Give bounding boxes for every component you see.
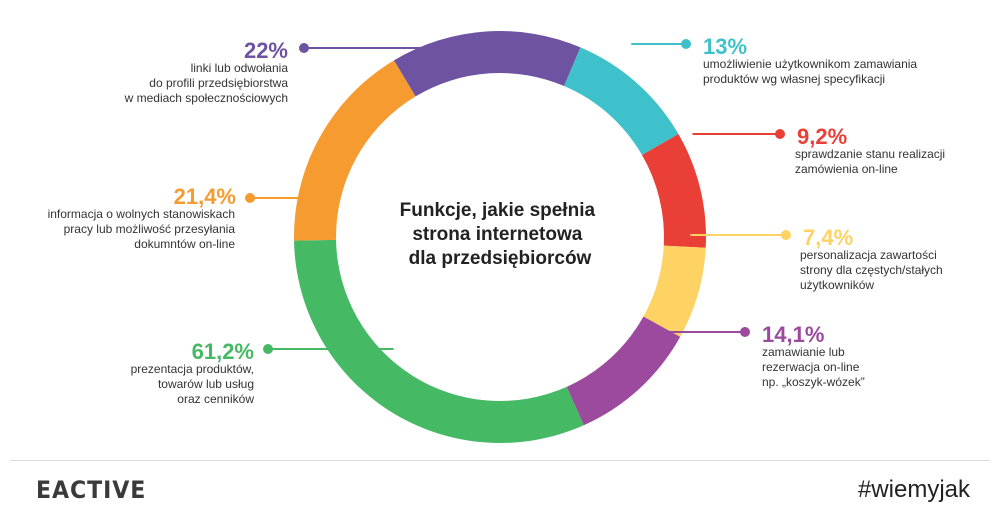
segment-value-label-1: 22% [244, 38, 288, 63]
segment-description-2: umożliwienie użytkownikom zamawiania prod… [703, 57, 917, 86]
segment-description-3: sprawdzanie stanu realizacji zamówienia o… [795, 147, 945, 176]
segment-description-5: zamawianie lub rezerwacja on-line np. „kos… [762, 345, 865, 389]
segment-value-label-7: 21,4% [174, 184, 236, 209]
segment-description-6: prezentacja produktów, towarów lub usług o… [131, 362, 255, 406]
segment-value-label-6: 61,2% [192, 339, 254, 364]
connector-dot-1 [299, 43, 309, 53]
eactive-logo: EACTIVE [36, 476, 147, 504]
donut-segment-7 [294, 60, 416, 241]
donut-segment-6 [294, 239, 584, 444]
chart-title: Funkcje, jakie spełnia strona internetow… [400, 200, 601, 269]
donut-ring [294, 31, 707, 444]
segment-labels: 22%linki lub odwołania do profili przedsi… [48, 34, 946, 406]
chart-title-line-2: strona internetowa [412, 224, 582, 245]
footer-tagline: #wiemyjak [857, 476, 970, 503]
connector-dot-5 [740, 327, 750, 337]
segment-description-7: informacja o wolnych stanowiskach pracy l… [48, 207, 236, 251]
footer-divider [10, 460, 990, 461]
donut-segment-3 [642, 134, 707, 248]
connector-dot-7 [245, 193, 255, 203]
label-connectors [245, 39, 791, 354]
donut-segment-1 [393, 31, 581, 97]
segment-value-label-4: 7,4% [803, 225, 853, 250]
segment-description-4: personalizacja zawartości strony dla częs… [800, 248, 943, 292]
segment-value-label-5: 14,1% [762, 322, 824, 347]
connector-dot-2 [681, 39, 691, 49]
chart-title-line-3: dla przedsiębiorców [409, 248, 592, 269]
donut-segment-5 [566, 316, 681, 426]
donut-segment-2 [564, 47, 679, 155]
connector-dot-3 [775, 129, 785, 139]
connector-dot-4 [781, 230, 791, 240]
connector-dot-6 [263, 344, 273, 354]
donut-segment-4 [643, 245, 706, 337]
segment-value-label-3: 9,2% [797, 124, 847, 149]
donut-chart: 22%linki lub odwołania do profili przedsi… [48, 31, 946, 444]
segment-value-label-2: 13% [703, 34, 747, 59]
segment-description-1: linki lub odwołania do profili przedsiębi… [124, 61, 289, 105]
chart-title-line-1: Funkcje, jakie spełnia [400, 200, 596, 221]
